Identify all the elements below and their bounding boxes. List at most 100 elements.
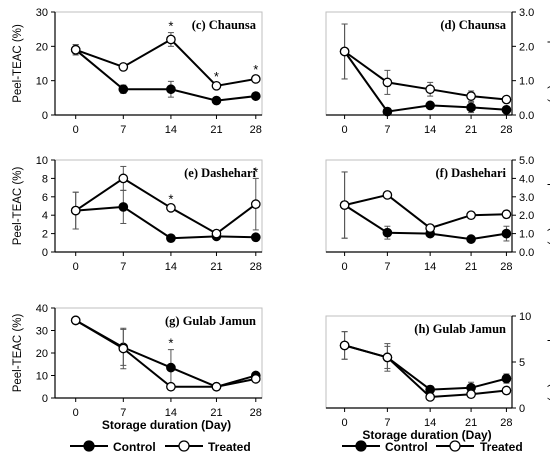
significance-marker: * — [168, 192, 173, 207]
legend-control-marker — [83, 440, 95, 452]
x-tick-label: 7 — [384, 417, 390, 429]
data-point — [211, 381, 222, 392]
data-point — [501, 105, 512, 115]
y-axis-title: Peel-TEAC (%) — [12, 314, 24, 393]
y-tick-label: 3.0 — [519, 7, 534, 19]
series-treated — [70, 32, 261, 91]
data-point — [118, 62, 129, 72]
x-tick-label: 28 — [500, 261, 512, 273]
legend-treated-label-2: Treated — [480, 440, 523, 454]
data-point — [211, 80, 222, 91]
x-tick-label: 7 — [120, 124, 126, 136]
x-tick-label: 7 — [120, 407, 126, 419]
data-point — [339, 340, 350, 351]
data-point — [250, 199, 261, 210]
data-point — [70, 44, 81, 55]
x-tick-label: 14 — [165, 261, 177, 273]
y-tick-label: 40 — [36, 303, 48, 315]
data-point — [425, 84, 436, 95]
significance-marker: * — [214, 69, 219, 84]
x-tick-label: 0 — [342, 261, 348, 273]
significance-marker: * — [168, 336, 173, 351]
y-tick-label: 2 — [42, 229, 48, 241]
legend-treated-label: Treated — [208, 440, 251, 454]
y-axis-title: Peel-TEAC (%) — [12, 167, 24, 246]
y-tick-label: 30 — [36, 7, 48, 19]
data-point — [501, 209, 512, 220]
x-tick-label: 0 — [342, 124, 348, 136]
data-point — [211, 95, 222, 106]
series-line — [75, 205, 256, 240]
y-tick-label: 1.0 — [519, 76, 534, 88]
panel-title: (h) Gulab Jamun — [414, 322, 506, 336]
data-point — [382, 77, 393, 88]
series-control — [339, 331, 512, 395]
data-point — [425, 223, 436, 233]
data-point — [118, 84, 129, 95]
legend-control-label-2: Control — [385, 440, 428, 454]
panel-6: 0 5 10 0 7 14 21 28 Pulp-TEAC (%) Storage duratio… — [325, 311, 550, 442]
panel-title: (f) Dashehari — [436, 166, 507, 180]
series-treated — [339, 23, 512, 105]
series-line — [75, 38, 256, 87]
data-point — [166, 84, 176, 95]
panel-3: 0 2 4 6 8 10 0 7 14 21 28 Peel-TEAC (%) (e) Dashehar… — [12, 155, 263, 273]
y-tick-label: 6 — [42, 192, 48, 204]
data-point — [339, 200, 350, 210]
data-point — [501, 228, 512, 239]
y-tick-label: 10 — [36, 371, 48, 383]
y-tick-label: 20 — [36, 41, 48, 53]
significance-marker: * — [253, 62, 258, 77]
series-line — [344, 50, 507, 101]
data-point — [501, 94, 512, 105]
data-point — [250, 232, 261, 243]
y-tick-label: 2.0 — [519, 210, 534, 222]
data-point — [250, 91, 261, 101]
series-control — [339, 23, 512, 117]
data-point — [466, 91, 476, 101]
y-tick-label: 30 — [36, 326, 48, 338]
series-control — [70, 44, 261, 106]
y-tick-label: 0.0 — [519, 247, 534, 259]
legend-control-marker-2 — [355, 440, 367, 452]
y-tick-label: 3.0 — [519, 192, 534, 204]
x-tick-label: 7 — [384, 261, 390, 273]
y-tick-label: 10 — [36, 155, 48, 167]
data-point — [70, 205, 81, 216]
series-line — [75, 319, 257, 388]
data-point — [118, 173, 129, 184]
series-line — [343, 50, 507, 113]
x-tick-label: 28 — [250, 407, 262, 419]
series-treated — [339, 331, 512, 402]
x-tick-label: 0 — [342, 417, 348, 429]
x-tick-label: 14 — [424, 124, 436, 136]
x-tick-label: 0 — [73, 407, 79, 419]
significance-marker: * — [168, 19, 173, 34]
data-point — [501, 373, 512, 384]
series-line — [75, 177, 257, 235]
y-tick-label: 0.0 — [519, 110, 534, 122]
y-tick-label: 2.0 — [519, 41, 534, 53]
y-tick-label: 0 — [42, 110, 48, 122]
x-tick-label: 28 — [250, 261, 262, 273]
data-point — [466, 234, 476, 244]
data-point — [425, 100, 436, 111]
data-point — [466, 210, 476, 221]
y-axis-title: Pulp-TEAC (%) — [547, 323, 550, 402]
panel-2: 0.0 1.0 2.0 3.0 0 7 14 21 28 Pulp-TEAC (%) (d) Cha… — [325, 7, 550, 136]
series-treated — [70, 165, 261, 239]
x-tick-label: 14 — [165, 407, 177, 419]
data-point — [425, 392, 436, 402]
series-treated — [70, 315, 261, 392]
series-control — [339, 171, 512, 244]
y-tick-label: 4.0 — [519, 173, 534, 185]
data-point — [382, 106, 393, 117]
y-tick-label: 4 — [42, 210, 48, 222]
series-treated — [339, 171, 512, 239]
x-tick-label: 21 — [465, 417, 477, 429]
x-tick-label: 28 — [500, 417, 512, 429]
series-line — [75, 49, 256, 102]
x-axis-title: Storage duration (Day) — [102, 418, 231, 432]
